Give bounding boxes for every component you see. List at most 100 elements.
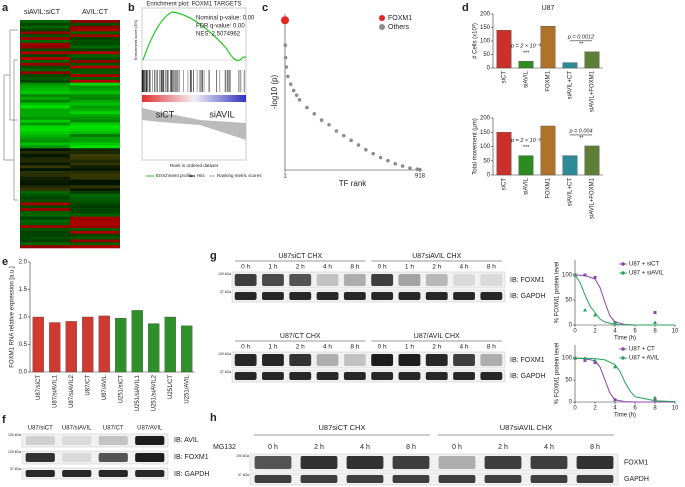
group-label: U87/CT CHX [280, 333, 321, 340]
time-label: 4 h [323, 344, 332, 351]
point [288, 82, 293, 86]
point [356, 143, 361, 147]
legend-label: FOXM1 [388, 15, 412, 22]
heatmap-cell [20, 176, 70, 180]
heatmap-cell [20, 51, 70, 55]
heatmap-cell [20, 239, 70, 243]
heatmap-cell [70, 193, 120, 197]
time-label: 8 h [406, 444, 416, 451]
point [319, 118, 324, 122]
heatmap-cell [70, 134, 120, 138]
heatmap-cell [20, 77, 70, 81]
point [593, 361, 597, 365]
x-tick-label: siAVIL [524, 177, 530, 195]
heatmap-cell [70, 210, 120, 215]
heatmap-cell [20, 139, 70, 143]
blot-band [135, 470, 165, 477]
charts: 1 918-log10 (p)TF rankFOXM1Others05010015… [10, 5, 679, 419]
y-tick-label: 150 [480, 25, 491, 31]
blot-band [135, 453, 165, 462]
heatmap-cell [70, 156, 120, 160]
blot-band [453, 372, 475, 380]
point [573, 273, 577, 277]
heatmap-cell [20, 191, 70, 195]
point [583, 356, 587, 360]
point [305, 105, 309, 110]
marker-label: 37 kDa [238, 473, 249, 477]
gsea-rankbar [142, 95, 246, 102]
heatmap-cell [70, 71, 120, 75]
blot-band [371, 274, 394, 286]
blot-band [398, 274, 421, 286]
time-label: 0 h [378, 264, 387, 271]
heatmap-cell [20, 22, 70, 26]
x-tick-label: 6 [633, 406, 637, 412]
y-tick-label: 0.5 [19, 342, 28, 348]
annotation: p = 2 × 10⁻⁵ [510, 137, 542, 144]
heatmap-cell [20, 74, 70, 78]
blot-band [346, 456, 384, 469]
heatmap-cell [70, 39, 120, 44]
time-label: 2 h [432, 344, 441, 351]
blot-band [289, 372, 312, 380]
heatmap-cell [70, 128, 120, 132]
heatmap-cell [20, 145, 70, 149]
bar [65, 321, 77, 373]
panel-letter: f [2, 414, 6, 426]
heatmap-cell [20, 216, 70, 220]
heatmap-cell [70, 62, 120, 66]
heatmap-cell [70, 34, 120, 38]
x-tick-label: 10 [672, 406, 679, 412]
x-tick-label: 1 [283, 174, 287, 180]
group-label: U87siAVIL CHX [500, 423, 553, 432]
heatmap-cell [70, 119, 120, 123]
annotation: ** [579, 41, 584, 47]
heatmap-cell [70, 148, 120, 152]
point [284, 65, 289, 69]
bar [49, 322, 61, 373]
heatmap-cell [20, 128, 70, 132]
time-label: 1 h [268, 344, 277, 351]
heatmap-cell [70, 176, 120, 180]
gsea-xlabel: Rank in ordered dataset [170, 163, 219, 168]
time-label: 4 h [460, 264, 469, 271]
blot-band [480, 292, 503, 300]
heatmap-cell [20, 219, 70, 223]
heatmap-cell [70, 99, 120, 103]
blot-membrane [21, 433, 169, 448]
panel-letter: d [462, 2, 469, 14]
heatmap-cell [20, 25, 70, 29]
fit-curve [575, 357, 676, 403]
heatmap-cell [20, 125, 70, 129]
x-axis-label: Time (h) [614, 413, 636, 419]
blot-band [289, 274, 312, 286]
heatmap-cell [70, 65, 120, 69]
heatmap-cell [20, 153, 70, 158]
legend-label: U87 + AVIL [629, 356, 660, 362]
point [312, 112, 317, 116]
heatmap-cell [70, 111, 120, 115]
gsea-plot [141, 7, 247, 161]
fit-curve [574, 274, 675, 326]
gsea-stat: NES: 2.5074962 [196, 32, 241, 38]
heatmap-cell [20, 205, 70, 209]
point [653, 395, 657, 400]
y-tick-label: 0 [569, 400, 573, 406]
gsea-legend-label: Ranking metric scores [217, 173, 262, 178]
heatmap-cell [70, 236, 120, 240]
blot-band [234, 372, 257, 380]
heatmap-cell [70, 114, 120, 118]
legend-label: U87 + CT [629, 347, 655, 353]
time-label: 4 h [544, 444, 554, 451]
x-tick-label: U251/siCT [118, 375, 124, 404]
point [613, 364, 617, 369]
heatmap-cell [20, 108, 70, 112]
heatmap-cell [70, 88, 120, 92]
heatmap-cell [70, 125, 120, 129]
heatmap-cell [20, 42, 70, 46]
blots: U87/siCT U87/siAVIL U87/CT U87/AVIL IB: AVIL… [8, 253, 649, 486]
blot-band [343, 372, 366, 380]
x-tick-label: siAVIL+CT [568, 71, 574, 100]
heatmap-cell [20, 94, 70, 98]
heatmap-cell [20, 71, 70, 75]
